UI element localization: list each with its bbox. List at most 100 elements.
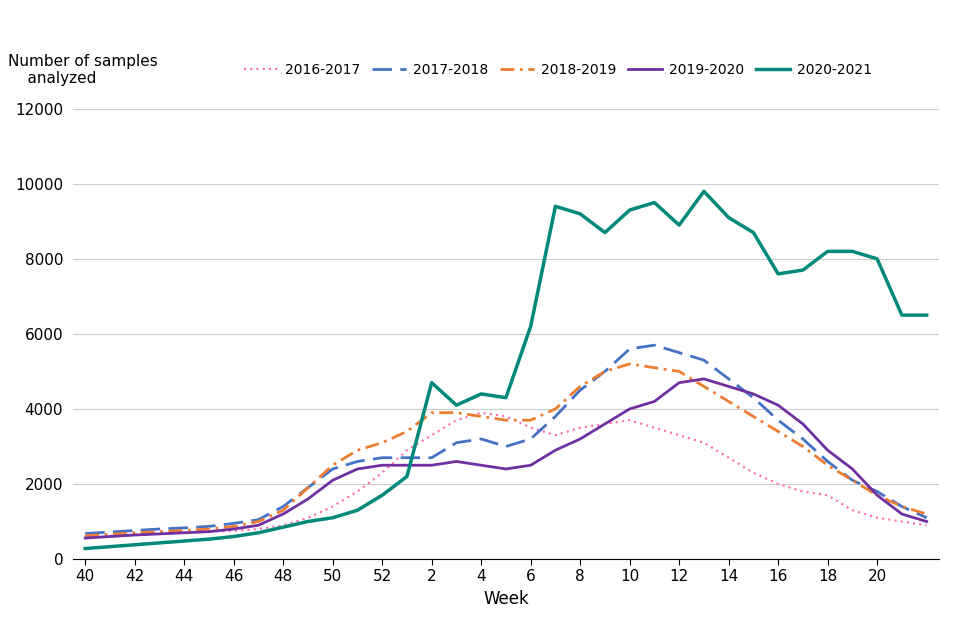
2020-2021 (870, 255, 882, 262)
2016-2017 (450, 416, 461, 424)
2019-2020 (549, 447, 560, 454)
2020-2021 (499, 394, 511, 401)
2018-2019 (203, 525, 214, 533)
Line: 2016-2017: 2016-2017 (85, 412, 925, 538)
2017-2018 (698, 356, 709, 364)
2017-2018 (673, 349, 684, 356)
2018-2019 (228, 523, 239, 530)
2020-2021 (673, 221, 684, 229)
2018-2019 (376, 439, 388, 447)
2017-2018 (772, 416, 783, 424)
2020-2021 (129, 541, 140, 548)
2019-2020 (203, 528, 214, 535)
2018-2019 (302, 484, 314, 492)
2019-2020 (574, 435, 585, 443)
2019-2020 (499, 465, 511, 473)
2019-2020 (920, 518, 931, 525)
2019-2020 (475, 462, 486, 469)
2019-2020 (376, 462, 388, 469)
2016-2017 (772, 480, 783, 488)
2020-2021 (327, 514, 338, 521)
2020-2021 (401, 473, 413, 480)
2017-2018 (203, 523, 214, 530)
2019-2020 (524, 462, 536, 469)
2017-2018 (302, 484, 314, 492)
2017-2018 (821, 458, 833, 465)
2018-2019 (253, 518, 264, 525)
2016-2017 (673, 432, 684, 439)
2016-2017 (228, 527, 239, 535)
2016-2017 (574, 424, 585, 432)
2017-2018 (623, 345, 635, 353)
2016-2017 (895, 518, 906, 525)
2019-2020 (425, 462, 436, 469)
2019-2020 (302, 495, 314, 503)
2020-2021 (574, 210, 585, 217)
2018-2019 (129, 529, 140, 536)
2017-2018 (178, 524, 190, 531)
2019-2020 (797, 420, 808, 427)
2020-2021 (253, 529, 264, 536)
2020-2021 (920, 312, 931, 319)
2017-2018 (524, 435, 536, 443)
Line: 2020-2021: 2020-2021 (85, 191, 925, 548)
2019-2020 (895, 510, 906, 518)
2018-2019 (673, 368, 684, 375)
2017-2018 (253, 516, 264, 523)
2020-2021 (277, 523, 289, 531)
2016-2017 (648, 424, 659, 432)
2018-2019 (598, 368, 610, 375)
2017-2018 (574, 386, 585, 394)
2019-2020 (352, 465, 363, 473)
2019-2020 (401, 462, 413, 469)
2016-2017 (598, 420, 610, 427)
2020-2021 (302, 518, 314, 525)
2017-2018 (79, 530, 91, 537)
2017-2018 (797, 435, 808, 443)
2016-2017 (549, 432, 560, 439)
2016-2017 (845, 506, 857, 514)
2020-2021 (623, 206, 635, 214)
2020-2021 (352, 506, 363, 514)
2016-2017 (129, 531, 140, 538)
2016-2017 (722, 454, 734, 462)
2018-2019 (499, 416, 511, 424)
2017-2018 (475, 435, 486, 443)
2017-2018 (920, 514, 931, 521)
2019-2020 (598, 420, 610, 427)
2020-2021 (104, 543, 115, 550)
2016-2017 (698, 439, 709, 447)
2020-2021 (772, 270, 783, 278)
2020-2021 (450, 401, 461, 409)
2020-2021 (821, 247, 833, 255)
2016-2017 (178, 529, 190, 536)
2020-2021 (722, 214, 734, 221)
2017-2018 (153, 525, 165, 533)
2016-2017 (352, 488, 363, 495)
2020-2021 (698, 188, 709, 195)
2019-2020 (450, 458, 461, 465)
Text: Number of samples
    analyzed: Number of samples analyzed (8, 54, 157, 86)
2019-2020 (673, 379, 684, 386)
2016-2017 (79, 535, 91, 542)
2018-2019 (475, 412, 486, 420)
2019-2020 (722, 383, 734, 390)
2018-2019 (79, 532, 91, 540)
2019-2020 (129, 531, 140, 539)
2019-2020 (772, 401, 783, 409)
2016-2017 (376, 469, 388, 477)
2018-2019 (549, 405, 560, 412)
2020-2021 (895, 312, 906, 319)
2019-2020 (821, 447, 833, 454)
2018-2019 (574, 383, 585, 390)
2017-2018 (277, 503, 289, 510)
2020-2021 (524, 323, 536, 330)
2019-2020 (79, 535, 91, 542)
2018-2019 (401, 428, 413, 435)
2020-2021 (648, 199, 659, 206)
2020-2021 (845, 247, 857, 255)
2017-2018 (648, 341, 659, 349)
2019-2020 (104, 533, 115, 540)
2019-2020 (623, 405, 635, 412)
2018-2019 (327, 462, 338, 469)
